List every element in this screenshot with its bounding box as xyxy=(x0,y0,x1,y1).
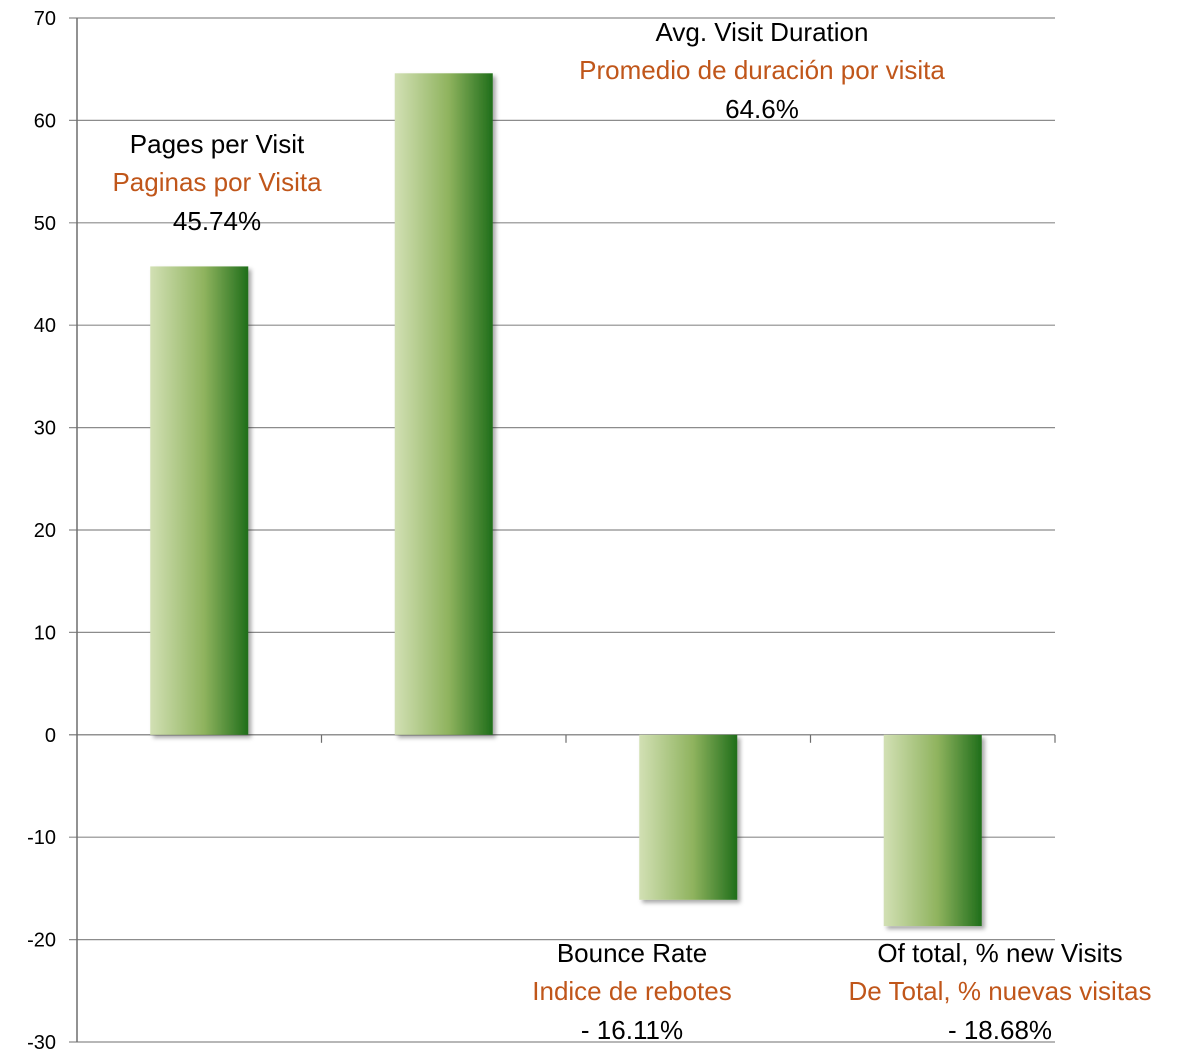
y-tick-label: 50 xyxy=(34,213,56,235)
y-tick-label: 60 xyxy=(34,110,56,132)
y-tick-label: -30 xyxy=(27,1032,56,1051)
annotation-value: - 16.11% xyxy=(581,1015,683,1045)
y-tick-label: 30 xyxy=(34,418,56,440)
bars xyxy=(150,73,982,927)
y-tick-label: 10 xyxy=(34,622,56,644)
bar xyxy=(394,73,493,735)
bar xyxy=(150,266,249,735)
bar xyxy=(639,734,738,900)
annotation-spanish: Promedio de duración por visita xyxy=(579,55,945,85)
annotation-spanish: Indice de rebotes xyxy=(532,976,731,1006)
annotation-value: 64.6% xyxy=(725,94,799,124)
annotation-english: Avg. Visit Duration xyxy=(656,17,869,47)
annotation-value: - 18.68% xyxy=(948,1015,1052,1045)
annotations: Pages per Visit Paginas por Visita 45.74% A… xyxy=(112,17,1151,1045)
annotation-spanish: Paginas por Visita xyxy=(112,167,322,197)
y-tick-label: 70 xyxy=(34,8,56,30)
annotation-english: Pages per Visit xyxy=(130,129,305,159)
annotation-english: Of total, % new Visits xyxy=(877,938,1122,968)
y-tick-label: 0 xyxy=(45,725,56,747)
y-tick-label: -20 xyxy=(27,930,56,952)
y-tick-label: 40 xyxy=(34,315,56,337)
annotation-english: Bounce Rate xyxy=(557,938,707,968)
y-tick-label: -10 xyxy=(27,827,56,849)
annotation-value: 45.74% xyxy=(173,206,261,236)
annotation-spanish: De Total, % nuevas visitas xyxy=(849,976,1152,1006)
y-tick-label: 20 xyxy=(34,520,56,542)
bar xyxy=(883,734,982,927)
axes: 70 60 50 40 30 20 10 0 -10 -20 -30 xyxy=(27,8,1056,1054)
